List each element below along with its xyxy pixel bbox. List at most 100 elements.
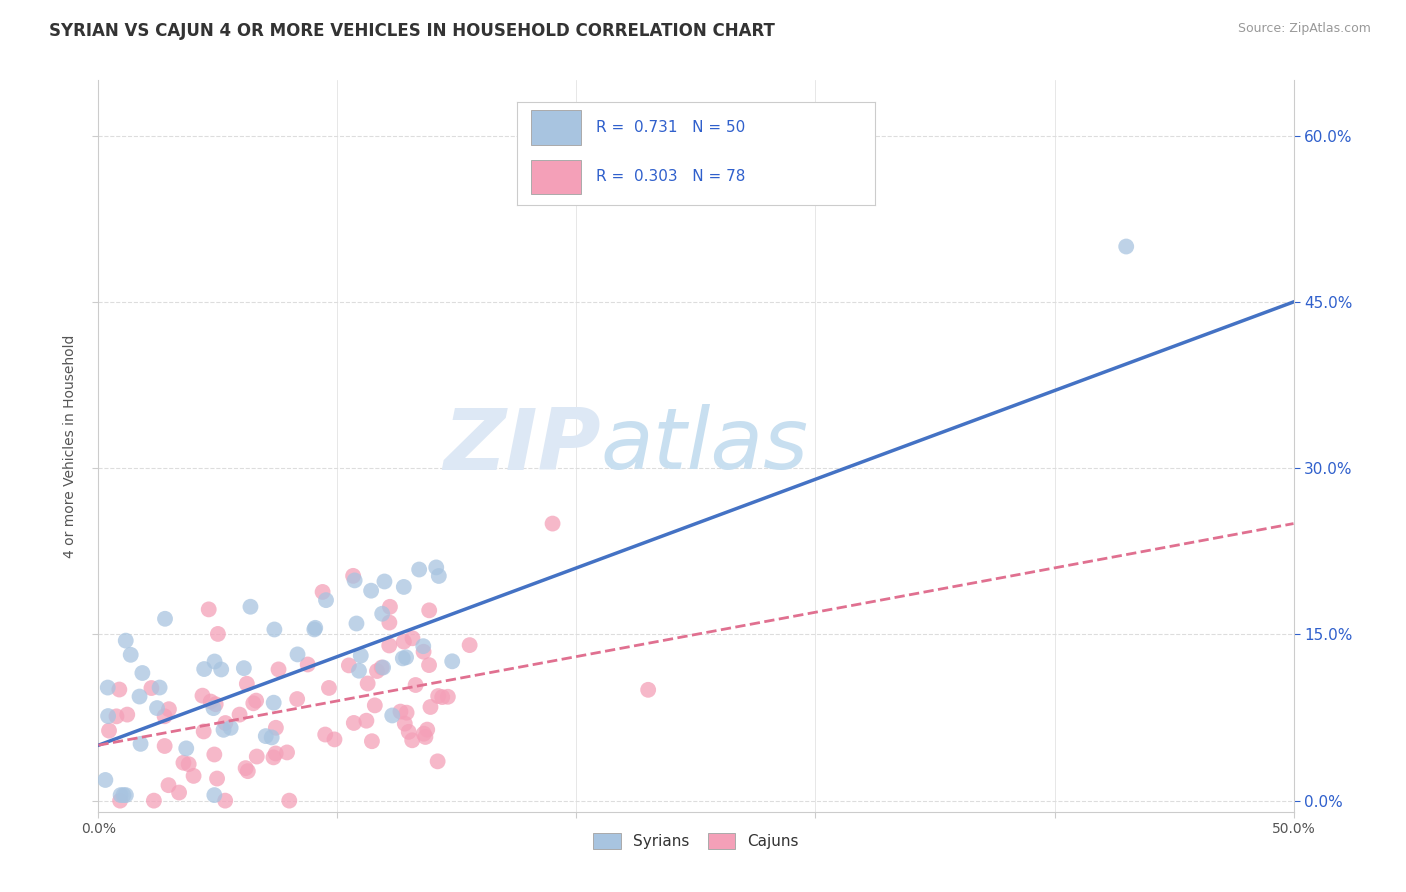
Point [214, 794, 236, 808]
Point [114, 633, 136, 648]
Point [202, 701, 225, 715]
Point [412, 727, 434, 741]
Point [157, 702, 180, 716]
Point [426, 755, 449, 769]
Point [242, 696, 264, 710]
Point [392, 580, 415, 594]
Point [235, 761, 257, 775]
Point [200, 694, 222, 708]
Point [254, 729, 277, 743]
Point [232, 661, 254, 675]
Point [458, 638, 481, 652]
Point [239, 599, 262, 614]
Point [318, 681, 340, 695]
Point [371, 607, 394, 621]
Point [323, 732, 346, 747]
Point [120, 648, 142, 662]
Point [212, 723, 235, 737]
Point [264, 721, 287, 735]
Point [108, 794, 131, 808]
Point [153, 709, 176, 723]
Point [337, 658, 360, 673]
Point [416, 723, 439, 737]
Point [425, 560, 447, 574]
Point [108, 682, 131, 697]
Point [105, 709, 128, 723]
Point [356, 676, 378, 690]
Point [236, 764, 259, 779]
Point [141, 681, 163, 695]
Point [97, 709, 120, 723]
Point [347, 664, 370, 678]
Point [541, 516, 564, 531]
Point [315, 593, 337, 607]
Point [389, 705, 412, 719]
Point [264, 747, 287, 761]
Point [391, 651, 413, 665]
Point [395, 706, 418, 720]
Text: SYRIAN VS CAJUN 4 OR MORE VEHICLES IN HOUSEHOLD CORRELATION CHART: SYRIAN VS CAJUN 4 OR MORE VEHICLES IN HO… [49, 22, 775, 40]
Point [412, 639, 434, 653]
Point [366, 664, 388, 678]
Point [204, 655, 226, 669]
Point [427, 569, 450, 583]
Point [343, 574, 366, 588]
Point [117, 707, 139, 722]
Point [364, 698, 387, 713]
Point [149, 681, 172, 695]
Point [356, 714, 378, 728]
Point [209, 663, 232, 677]
Point [401, 733, 423, 747]
Text: atlas: atlas [600, 404, 808, 488]
Point [381, 708, 404, 723]
Point [1115, 239, 1137, 253]
Text: Source: ZipAtlas.com: Source: ZipAtlas.com [1237, 22, 1371, 36]
Point [245, 693, 267, 707]
Point [394, 716, 416, 731]
Point [97, 681, 120, 695]
Point [378, 639, 401, 653]
Point [142, 794, 165, 808]
Legend: Syrians, Cajuns: Syrians, Cajuns [588, 826, 804, 855]
Point [131, 665, 153, 680]
Point [246, 749, 269, 764]
Point [98, 723, 121, 738]
Point [287, 648, 309, 662]
Point [263, 696, 285, 710]
Text: ZIP: ZIP [443, 404, 600, 488]
Point [371, 660, 394, 674]
Point [128, 690, 150, 704]
Point [297, 657, 319, 672]
Point [311, 585, 333, 599]
Point [214, 716, 236, 731]
Point [157, 778, 180, 792]
Point [278, 794, 301, 808]
Point [398, 724, 420, 739]
Point [419, 700, 441, 714]
Point [228, 707, 250, 722]
Point [342, 569, 364, 583]
Point [276, 746, 298, 760]
Point [260, 731, 283, 745]
Point [193, 724, 215, 739]
Point [153, 612, 176, 626]
Point [370, 660, 392, 674]
Point [285, 692, 308, 706]
Point [304, 623, 326, 637]
Point [263, 623, 285, 637]
Point [415, 730, 437, 744]
Point [432, 690, 454, 704]
Point [427, 689, 450, 703]
Point [401, 632, 423, 646]
Point [418, 658, 440, 673]
Point [378, 599, 401, 614]
Point [167, 785, 190, 799]
Point [373, 574, 395, 589]
Point [263, 750, 285, 764]
Point [405, 678, 427, 692]
Point [202, 788, 225, 802]
Point [343, 715, 366, 730]
Point [204, 697, 226, 711]
Point [153, 739, 176, 753]
Point [361, 734, 384, 748]
